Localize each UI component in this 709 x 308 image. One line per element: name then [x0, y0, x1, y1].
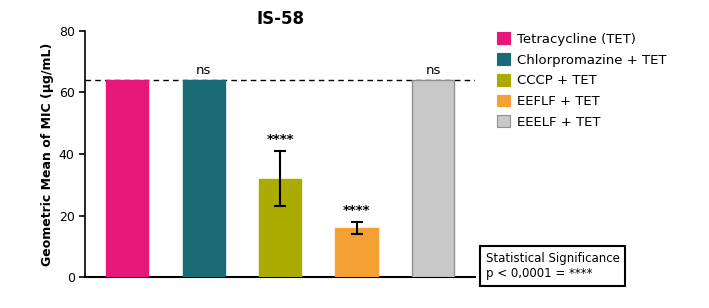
- Text: ns: ns: [425, 64, 441, 77]
- Bar: [259, 179, 301, 277]
- Legend: Tetracycline (TET), Chlorpromazine + TET, CCCP + TET, EEFLF + TET, EEELF + TET: Tetracycline (TET), Chlorpromazine + TET…: [497, 32, 666, 129]
- Y-axis label: Geometric Mean of MIC (µg/mL): Geometric Mean of MIC (µg/mL): [42, 42, 55, 266]
- Text: Statistical Significance
p < 0,0001 = ****: Statistical Significance p < 0,0001 = **…: [486, 252, 620, 280]
- Bar: [412, 80, 454, 277]
- Text: ****: ****: [342, 204, 370, 217]
- Bar: [106, 80, 148, 277]
- Title: IS-58: IS-58: [256, 10, 304, 28]
- Text: ****: ****: [267, 133, 294, 146]
- Bar: [183, 80, 225, 277]
- Text: ns: ns: [196, 64, 211, 77]
- Bar: [335, 228, 378, 277]
